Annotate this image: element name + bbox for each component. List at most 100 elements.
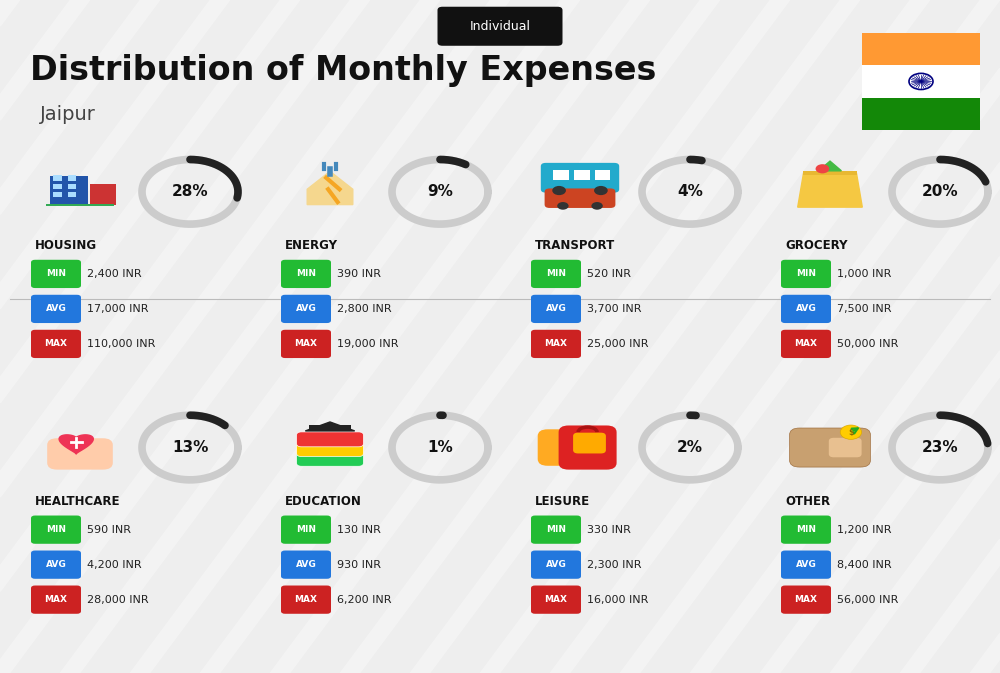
FancyBboxPatch shape	[531, 551, 581, 579]
Polygon shape	[305, 422, 355, 431]
FancyBboxPatch shape	[531, 516, 581, 544]
FancyBboxPatch shape	[53, 192, 62, 197]
Text: MIN: MIN	[796, 269, 816, 279]
Text: AVG: AVG	[46, 560, 66, 569]
FancyBboxPatch shape	[31, 516, 81, 544]
FancyBboxPatch shape	[31, 586, 81, 614]
FancyBboxPatch shape	[281, 586, 331, 614]
FancyBboxPatch shape	[531, 586, 581, 614]
Text: OTHER: OTHER	[785, 495, 830, 507]
Text: 16,000 INR: 16,000 INR	[587, 595, 648, 604]
Text: MAX: MAX	[794, 595, 818, 604]
Text: 330 INR: 330 INR	[587, 525, 631, 534]
Text: 2,800 INR: 2,800 INR	[337, 304, 392, 314]
FancyBboxPatch shape	[309, 425, 351, 431]
FancyBboxPatch shape	[862, 65, 980, 98]
Text: 8,400 INR: 8,400 INR	[837, 560, 892, 569]
FancyBboxPatch shape	[281, 516, 331, 544]
Text: 1,000 INR: 1,000 INR	[837, 269, 891, 279]
FancyBboxPatch shape	[829, 438, 862, 458]
Text: 56,000 INR: 56,000 INR	[837, 595, 898, 604]
Text: MAX: MAX	[544, 339, 568, 349]
Text: 2,300 INR: 2,300 INR	[587, 560, 642, 569]
Circle shape	[552, 186, 566, 195]
FancyBboxPatch shape	[281, 551, 331, 579]
FancyBboxPatch shape	[47, 438, 113, 470]
Text: GROCERY: GROCERY	[785, 239, 848, 252]
Text: 110,000 INR: 110,000 INR	[87, 339, 155, 349]
FancyBboxPatch shape	[46, 204, 114, 206]
Text: HOUSING: HOUSING	[35, 239, 97, 252]
Text: 17,000 INR: 17,000 INR	[87, 304, 148, 314]
Text: MIN: MIN	[546, 525, 566, 534]
FancyBboxPatch shape	[296, 441, 364, 456]
Text: MIN: MIN	[296, 269, 316, 279]
Text: 390 INR: 390 INR	[337, 269, 381, 279]
FancyBboxPatch shape	[781, 295, 831, 323]
FancyBboxPatch shape	[862, 33, 980, 65]
Text: Jaipur: Jaipur	[40, 105, 96, 124]
FancyBboxPatch shape	[553, 170, 569, 180]
FancyBboxPatch shape	[595, 170, 610, 180]
Circle shape	[557, 202, 569, 210]
Text: MAX: MAX	[794, 339, 818, 349]
Text: MAX: MAX	[295, 595, 318, 604]
FancyBboxPatch shape	[50, 176, 88, 205]
Text: Individual: Individual	[470, 20, 530, 33]
FancyBboxPatch shape	[296, 452, 364, 466]
Text: AVG: AVG	[796, 304, 816, 314]
FancyBboxPatch shape	[68, 176, 76, 180]
FancyBboxPatch shape	[862, 98, 980, 130]
FancyBboxPatch shape	[781, 551, 831, 579]
Circle shape	[594, 186, 608, 195]
FancyBboxPatch shape	[781, 330, 831, 358]
FancyBboxPatch shape	[531, 260, 581, 288]
Polygon shape	[307, 172, 353, 205]
Text: MIN: MIN	[46, 269, 66, 279]
Text: AVG: AVG	[546, 304, 566, 314]
Text: MIN: MIN	[546, 269, 566, 279]
Text: 28%: 28%	[172, 184, 208, 199]
Text: MIN: MIN	[46, 525, 66, 534]
Text: HEALTHCARE: HEALTHCARE	[35, 495, 120, 507]
Text: AVG: AVG	[296, 304, 316, 314]
Text: MIN: MIN	[796, 525, 816, 534]
Text: EDUCATION: EDUCATION	[285, 495, 362, 507]
Text: 25,000 INR: 25,000 INR	[587, 339, 649, 349]
FancyBboxPatch shape	[31, 295, 81, 323]
Text: 13%: 13%	[172, 440, 208, 455]
FancyBboxPatch shape	[803, 170, 857, 175]
FancyBboxPatch shape	[281, 295, 331, 323]
FancyBboxPatch shape	[559, 425, 617, 470]
Text: AVG: AVG	[546, 560, 566, 569]
FancyBboxPatch shape	[781, 586, 831, 614]
FancyBboxPatch shape	[790, 428, 870, 467]
FancyBboxPatch shape	[296, 432, 364, 447]
FancyBboxPatch shape	[574, 170, 590, 180]
Text: 28,000 INR: 28,000 INR	[87, 595, 149, 604]
Text: 23%: 23%	[922, 440, 958, 455]
FancyBboxPatch shape	[281, 330, 331, 358]
Text: 4,200 INR: 4,200 INR	[87, 560, 142, 569]
Text: MAX: MAX	[45, 339, 68, 349]
Text: 9%: 9%	[427, 184, 453, 199]
Text: LEISURE: LEISURE	[535, 495, 590, 507]
Circle shape	[591, 202, 603, 210]
Text: AVG: AVG	[296, 560, 316, 569]
Text: MIN: MIN	[296, 525, 316, 534]
FancyBboxPatch shape	[573, 433, 606, 454]
FancyBboxPatch shape	[68, 192, 76, 197]
Text: 590 INR: 590 INR	[87, 525, 131, 534]
FancyBboxPatch shape	[53, 184, 62, 188]
FancyBboxPatch shape	[438, 7, 562, 46]
Text: MAX: MAX	[295, 339, 318, 349]
FancyBboxPatch shape	[538, 429, 584, 466]
FancyBboxPatch shape	[541, 163, 619, 192]
Text: 520 INR: 520 INR	[587, 269, 631, 279]
Text: 3,700 INR: 3,700 INR	[587, 304, 642, 314]
FancyBboxPatch shape	[531, 295, 581, 323]
Text: 130 INR: 130 INR	[337, 525, 381, 534]
Text: 2,400 INR: 2,400 INR	[87, 269, 142, 279]
Text: ENERGY: ENERGY	[285, 239, 338, 252]
Text: Distribution of Monthly Expenses: Distribution of Monthly Expenses	[30, 54, 656, 87]
